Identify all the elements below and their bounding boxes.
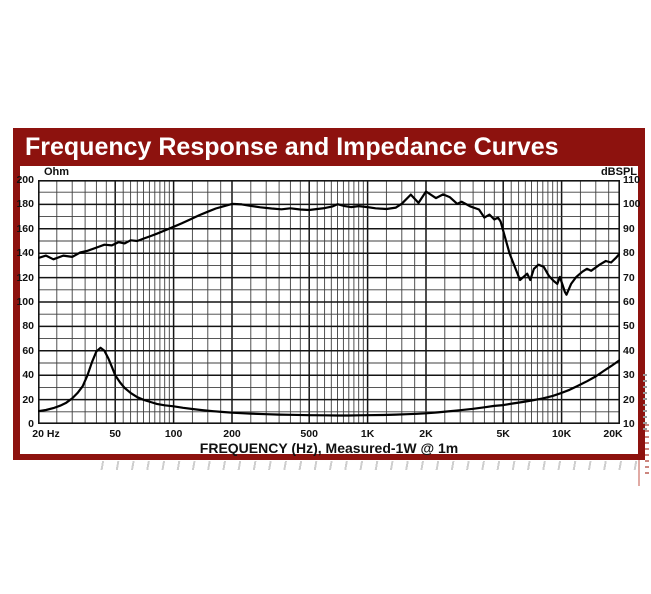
- x-tick-label: 2K: [419, 428, 433, 440]
- page-edge-tail: [638, 460, 640, 486]
- y-right-tick-label: 100: [623, 198, 641, 211]
- y-left-tick-label: 20: [22, 393, 34, 406]
- x-tick-label: 20 Hz: [32, 428, 60, 440]
- y-left-tick-label: 60: [22, 344, 34, 357]
- y-left-tick-label: 180: [16, 198, 34, 211]
- y-left-tick-label: 100: [16, 296, 34, 308]
- y-right-tick-label: 20: [623, 393, 635, 406]
- page-edge-dashes-gray: [643, 374, 647, 430]
- right-axis-unit-label: dBSPL: [600, 166, 637, 178]
- x-tick-label: 50: [109, 428, 122, 440]
- x-axis-title: FREQUENCY (Hz), Measured-1W @ 1m: [199, 440, 459, 456]
- y-left-tick-label: 0: [28, 418, 34, 430]
- y-right-tick-label: 30: [623, 369, 635, 382]
- page-edge-dashes-red: [645, 424, 649, 474]
- x-tick-label: 20K: [603, 428, 623, 440]
- y-left-tick-label: 160: [16, 222, 34, 235]
- y-left-tick-label: 140: [16, 247, 34, 260]
- x-tick-label: 200: [223, 428, 241, 440]
- y-left-tick-label: 200: [16, 174, 34, 186]
- x-tick-label: 100: [164, 428, 183, 440]
- y-left-tick-label: 40: [22, 369, 34, 382]
- y-right-tick-label: 110: [623, 174, 640, 186]
- y-right-tick-label: 60: [623, 296, 635, 308]
- y-right-tick-label: 40: [623, 344, 635, 357]
- chart-title: Frequency Response and Impedance Curves: [25, 133, 559, 161]
- y-right-tick-label: 90: [623, 222, 635, 235]
- x-tick-label: 5K: [496, 428, 510, 440]
- x-tick-label: 500: [300, 428, 318, 440]
- y-left-tick-label: 120: [16, 271, 34, 284]
- chart-plot: [38, 180, 620, 424]
- curve-frequency-response: [38, 190, 620, 296]
- y-left-tick-label: 80: [22, 320, 34, 333]
- y-right-tick-label: 10: [623, 418, 635, 430]
- y-right-tick-label: 80: [623, 247, 635, 260]
- y-right-tick-label: 50: [623, 320, 635, 333]
- frame-shadow: [95, 461, 645, 470]
- curve-impedance: [38, 346, 620, 417]
- left-axis-unit-label: Ohm: [44, 166, 70, 178]
- y-right-tick-label: 70: [623, 271, 635, 284]
- x-tick-label: 10K: [551, 428, 572, 440]
- x-tick-label: 1K: [360, 428, 375, 440]
